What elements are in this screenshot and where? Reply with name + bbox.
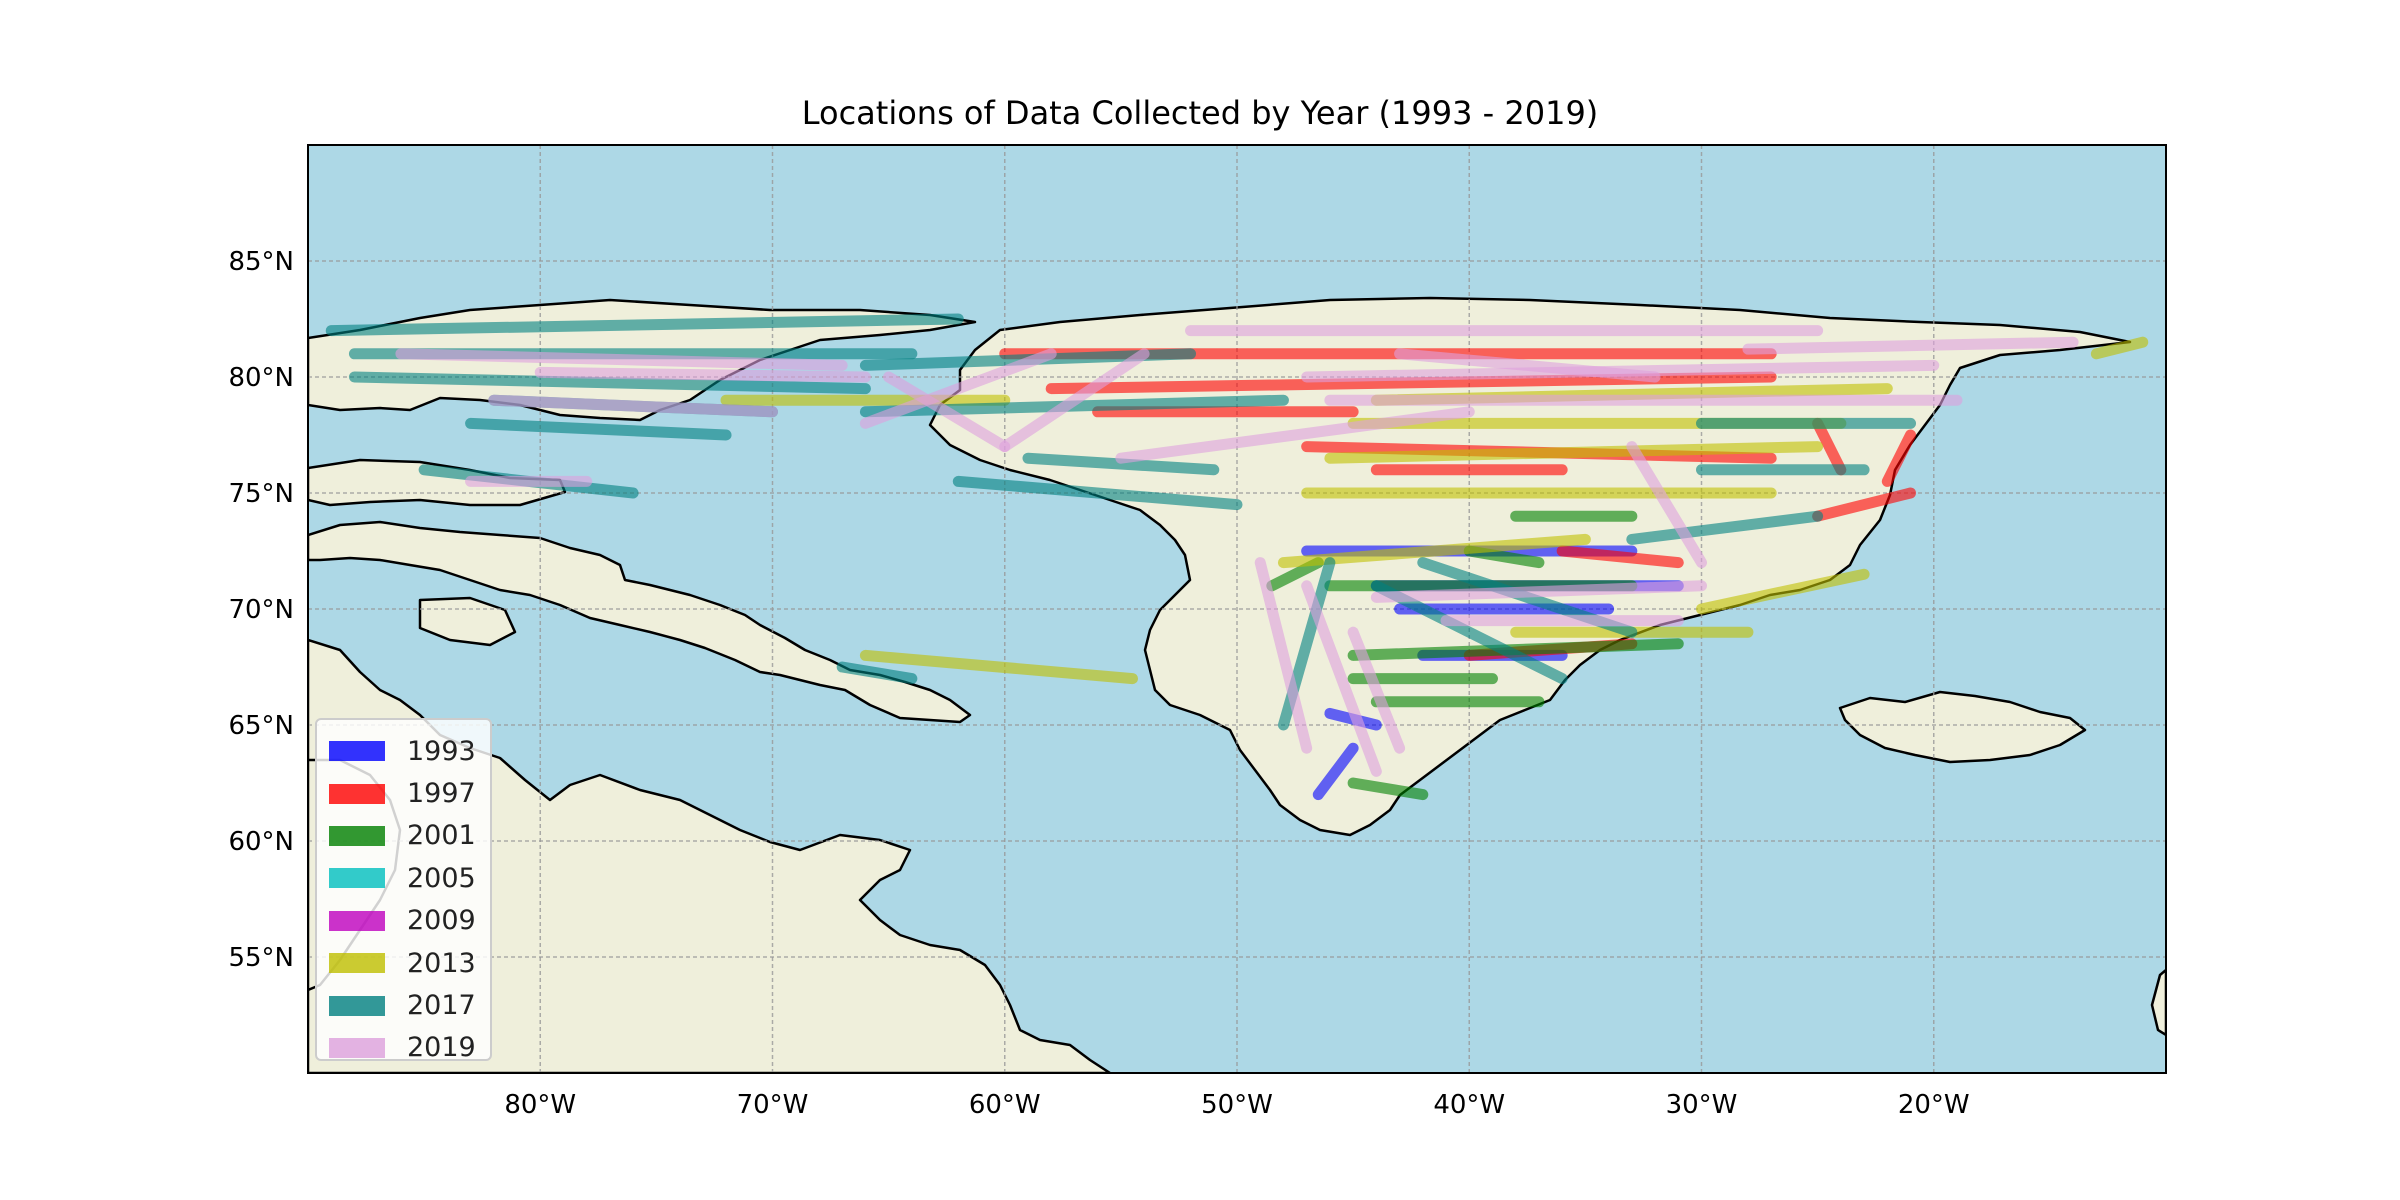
track-1997 <box>1556 545 1684 569</box>
legend-label: 2017 <box>407 990 476 1022</box>
legend-swatch <box>329 868 385 889</box>
map-frame <box>307 144 2167 1074</box>
lat-tick-label: 85°N <box>228 247 294 277</box>
legend-label: 2005 <box>407 862 476 894</box>
legend-swatch <box>329 1037 385 1058</box>
legend-item: 2013 <box>329 942 478 984</box>
lon-tick-label: 60°W <box>969 1090 1041 1120</box>
lat-tick-label: 75°N <box>228 479 294 509</box>
legend-label: 1993 <box>407 735 476 767</box>
track-2017 <box>465 417 732 441</box>
legend-item: 2019 <box>329 1027 478 1069</box>
legend-item: 1997 <box>329 772 478 814</box>
track-1993 <box>1312 742 1359 801</box>
legend-item: 1993 <box>329 730 478 772</box>
lat-tick-label: 60°N <box>228 827 294 857</box>
map-title: Locations of Data Collected by Year (199… <box>801 94 1599 132</box>
track-2017 <box>836 661 918 685</box>
legend-item: 2009 <box>329 900 478 942</box>
track-2019 <box>1742 336 2079 355</box>
legend-swatch <box>329 995 385 1016</box>
legend-label: 1997 <box>407 778 476 810</box>
legend-swatch <box>329 910 385 931</box>
legend-swatch <box>329 783 385 804</box>
track-2013 <box>2090 336 2149 360</box>
track-1997 <box>1881 429 1917 487</box>
lat-tick-label: 65°N <box>228 711 294 741</box>
land-baffin-island <box>308 520 972 724</box>
track-2017 <box>325 313 964 337</box>
track-2019 <box>534 366 871 383</box>
track-2019 <box>999 348 1150 453</box>
track-2017 <box>1022 452 1220 476</box>
lat-tick-label: 70°N <box>228 595 294 625</box>
legend-item: 2001 <box>329 815 478 857</box>
track-2019 <box>1347 626 1406 754</box>
track-1997 <box>1812 487 1917 522</box>
legend-item: 2005 <box>329 857 478 899</box>
flight-tracks <box>325 313 2149 801</box>
track-2019 <box>1626 441 1707 569</box>
legend-label: 2019 <box>407 1032 476 1064</box>
track-2017 <box>1626 510 1824 545</box>
lon-tick-label: 50°W <box>1201 1090 1273 1120</box>
track-2019 <box>1301 580 1382 777</box>
legend-item: 2017 <box>329 984 478 1026</box>
track-2013 <box>1696 568 1870 615</box>
lat-tick-label: 80°N <box>228 363 294 393</box>
tick-labels: 80°W 70°W 60°W 50°W 40°W 30°W 20°W 55°N 60°N 65°N… <box>228 247 1969 1120</box>
track-2017 <box>348 371 871 395</box>
lon-tick-label: 20°W <box>1898 1090 1970 1120</box>
lon-tick-label: 80°W <box>504 1090 576 1120</box>
track-2001 <box>1347 777 1429 801</box>
track-2013 <box>859 649 1138 685</box>
track-1997 <box>1812 417 1847 476</box>
track-2019 <box>883 371 1011 453</box>
legend-swatch <box>329 953 385 974</box>
track-2019 <box>859 348 1057 429</box>
track-2019 <box>1394 348 1661 383</box>
legend-label: 2009 <box>407 905 476 937</box>
series-2019 <box>395 325 2079 777</box>
lat-tick-label: 55°N <box>228 943 294 973</box>
legend-swatch <box>329 741 385 762</box>
track-2001 <box>1266 557 1324 592</box>
track-2019 <box>1370 580 1707 603</box>
legend-label: 2013 <box>407 947 476 979</box>
track-2013 <box>1324 441 1824 464</box>
track-2019 <box>395 348 848 371</box>
legend-swatch <box>329 825 385 846</box>
track-2019 <box>1115 406 1475 464</box>
lon-tick-label: 70°W <box>737 1090 809 1120</box>
legend: 1993 1997 2001 2005 2009 2013 2017 2019 <box>315 718 492 1063</box>
track-2019 <box>1254 557 1313 754</box>
track-2017 <box>952 475 1243 511</box>
legend-label: 2001 <box>407 820 476 852</box>
lon-tick-label: 30°W <box>1666 1090 1738 1120</box>
track-2019 <box>488 394 778 418</box>
lon-tick-label: 40°W <box>1433 1090 1505 1120</box>
